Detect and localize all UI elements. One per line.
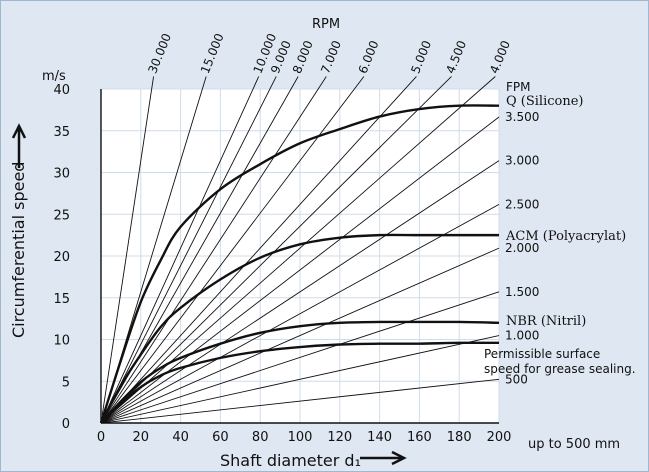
y-tick-label: 20 bbox=[53, 250, 70, 265]
y-tick-label: 35 bbox=[53, 125, 70, 140]
acm-label: ACM (Polyacrylat) bbox=[505, 229, 626, 244]
rpm-line bbox=[102, 335, 500, 424]
silicone-label: Q (Silicone) bbox=[506, 94, 584, 109]
y-unit: m/s bbox=[42, 69, 66, 84]
fpm-tick-label: 500 bbox=[505, 372, 528, 386]
rpm-line bbox=[101, 76, 417, 422]
x-tick-label: 200 bbox=[487, 430, 512, 445]
x-tick-label: 0 bbox=[97, 430, 105, 445]
fpm-tick-label: 1.500 bbox=[505, 285, 539, 299]
nbr-label: NBR (Nitril) bbox=[506, 314, 586, 329]
rpm-tick-label: 15.000 bbox=[198, 31, 227, 75]
series-line bbox=[99, 104, 500, 424]
fpm-tick-label: 1.000 bbox=[505, 329, 539, 343]
x-tick-label: 120 bbox=[327, 430, 352, 445]
rpm-line bbox=[101, 76, 452, 423]
x-tick-label: 20 bbox=[133, 430, 150, 445]
x-tick-label: 40 bbox=[172, 430, 189, 445]
rpm-line bbox=[101, 160, 500, 423]
grease-label-2: speed for grease sealing. bbox=[484, 362, 636, 376]
rpm-line bbox=[102, 378, 500, 424]
x-tick-label: 140 bbox=[367, 430, 392, 445]
rpm-line bbox=[101, 76, 155, 416]
series-line bbox=[100, 320, 500, 424]
series-line bbox=[99, 233, 499, 424]
fpm-tick-label: 2.500 bbox=[505, 197, 539, 211]
x-tick-label: 160 bbox=[407, 430, 432, 445]
rpm-line bbox=[102, 291, 500, 424]
rpm-line bbox=[101, 76, 260, 421]
x-tick-label: 100 bbox=[288, 430, 313, 445]
rpm-line bbox=[101, 76, 277, 421]
rpm-tick-label: 30.000 bbox=[145, 31, 174, 75]
material-curves bbox=[99, 104, 500, 424]
rpm-tick-label: 4.500 bbox=[443, 38, 469, 75]
fpm-tick-label: 2.000 bbox=[505, 241, 539, 255]
y-tick-label: 10 bbox=[53, 334, 70, 349]
x-unit-note: up to 500 mm bbox=[528, 437, 620, 452]
x-tick-label: 60 bbox=[212, 430, 229, 445]
y-tick-label: 30 bbox=[53, 167, 70, 182]
fpm-tick-label: 3.000 bbox=[505, 154, 539, 168]
rpm-tick-label: 6.000 bbox=[356, 38, 382, 75]
y-tick-label: 0 bbox=[62, 417, 70, 432]
rpm-line bbox=[101, 76, 365, 422]
y-tick-label: 25 bbox=[53, 208, 70, 223]
x-axis-title: Shaft diameter d₁ bbox=[220, 451, 361, 470]
y-arrow-icon bbox=[11, 123, 27, 168]
y-tick-label: 5 bbox=[62, 375, 70, 390]
series-line bbox=[100, 341, 500, 424]
rpm-line bbox=[101, 76, 327, 422]
axes bbox=[100, 89, 499, 424]
rpm-line bbox=[101, 204, 500, 423]
rpm-axis-title: RPM bbox=[312, 17, 340, 32]
rpm-tick-label: 5.000 bbox=[408, 38, 434, 75]
rpm-line bbox=[102, 247, 500, 423]
grease-label-1: Permissible surface bbox=[484, 347, 600, 361]
fpm-tick-label: 3.500 bbox=[505, 110, 539, 124]
x-tick-label: 180 bbox=[447, 430, 472, 445]
fpm-axis-title: FPM bbox=[506, 80, 531, 94]
x-arrow-icon bbox=[360, 450, 407, 466]
rpm-tick-label: 7.000 bbox=[318, 38, 344, 75]
y-axis-title: Circumferential speed bbox=[9, 162, 28, 338]
x-tick-label: 80 bbox=[252, 430, 269, 445]
rpm-tick-label: 8.000 bbox=[290, 38, 316, 75]
y-tick-label: 40 bbox=[53, 83, 70, 98]
y-tick-label: 15 bbox=[53, 292, 70, 307]
rpm-tick-label: 4.000 bbox=[487, 38, 513, 75]
